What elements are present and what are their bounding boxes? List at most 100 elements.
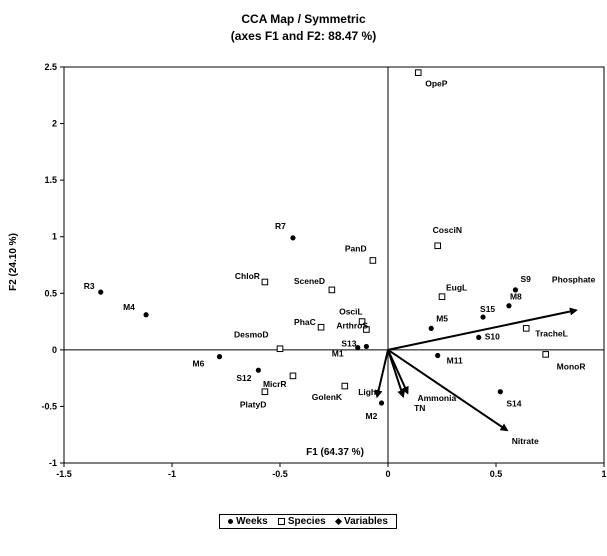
point-label-s13: S13 <box>341 338 356 348</box>
x-tick-label: -1 <box>168 469 176 479</box>
point-label-tn: TN <box>414 403 425 413</box>
point-label-opep: OpeP <box>425 79 448 89</box>
x-tick-label: -0.5 <box>272 469 288 479</box>
point-label-m4: M4 <box>123 302 135 312</box>
species-point-eugl <box>438 293 446 300</box>
point-label-nitrate: Nitrate <box>512 436 539 446</box>
species-point-platyd <box>261 388 269 396</box>
point-label-r3: R3 <box>84 281 95 291</box>
species-point-scened <box>328 286 336 294</box>
point-label-eugl: EugL <box>446 283 467 293</box>
legend-label-weeks: Weeks <box>236 516 268 527</box>
week-point-r7 <box>290 235 296 241</box>
variable-arrow-tn <box>387 349 406 399</box>
point-label-s12: S12 <box>236 373 251 383</box>
circle-marker-icon <box>228 519 234 524</box>
square-marker-icon <box>277 518 285 525</box>
y-tick-label: 1 <box>52 232 57 242</box>
point-label-golenk: GolenK <box>312 392 343 402</box>
species-point-oscil <box>358 318 366 325</box>
species-point-arthros <box>363 326 370 333</box>
week-point-s15 <box>480 314 486 320</box>
point-label-s10: S10 <box>485 331 500 341</box>
point-label-trachel: TracheL <box>535 328 568 338</box>
point-label-desmod: DesmoD <box>234 330 268 340</box>
legend-item-species: Species <box>277 516 326 527</box>
legend-item-variables: Variables <box>334 516 388 527</box>
legend: Weeks Species Variables <box>219 514 397 529</box>
point-label-micrr: MicrR <box>263 379 287 389</box>
week-point-m4 <box>143 312 149 318</box>
chart-title: CCA Map / Symmetric <box>241 12 366 26</box>
legend-label-species: Species <box>287 516 326 527</box>
y-tick-label: 0 <box>52 345 57 355</box>
y-tick-label: 1.5 <box>44 175 57 185</box>
point-label-coscin: CosciN <box>433 225 462 235</box>
x-tick-label: 0.5 <box>490 469 503 479</box>
variable-arrow-light <box>374 349 389 399</box>
chart-subtitle: (axes F1 and F2: 88.47 %) <box>230 29 377 43</box>
point-label-s14: S14 <box>506 399 521 409</box>
legend-label-variables: Variables <box>343 516 388 527</box>
point-label-pand: PanD <box>345 243 367 253</box>
y-tick-label: 2 <box>52 119 57 129</box>
species-point-desmod <box>276 345 284 353</box>
week-point-s12 <box>255 367 261 373</box>
diamond-marker-icon <box>334 517 342 526</box>
week-point-m6 <box>216 354 223 360</box>
y-tick-label: -0.5 <box>41 401 57 411</box>
week-point-m5 <box>428 325 434 331</box>
point-label-monor: MonoR <box>557 361 586 371</box>
y-tick-label: 2.5 <box>44 62 57 72</box>
week-point-m2 <box>378 400 385 406</box>
point-label-phosphate: Phosphate <box>552 274 596 284</box>
week-point-s13 <box>363 343 369 350</box>
point-label-m11: M11 <box>447 356 463 366</box>
week-point-r3 <box>98 289 104 295</box>
variable-arrow-phosphate <box>387 307 578 351</box>
species-point-micrr <box>289 372 297 380</box>
point-label-ammonia: Ammonia <box>417 393 456 403</box>
week-point-m11 <box>435 352 441 359</box>
species-point-opep <box>414 69 422 76</box>
species-point-pand <box>369 257 377 264</box>
week-point-s14 <box>497 389 503 395</box>
plot-area: -1.5 -1 -0.5 0 0.5 1-1-0.500.511.522.5 R3M4R7… <box>8 62 607 479</box>
point-label-r7: R7 <box>275 221 286 231</box>
point-label-light: Light <box>358 387 379 397</box>
species-point-monor <box>542 351 549 358</box>
y-tick-label: 0.5 <box>44 288 57 298</box>
week-point-s10 <box>476 334 482 341</box>
point-label-m5: M5 <box>436 313 448 323</box>
point-label-phac: PhaC <box>294 317 316 327</box>
week-point-s9 <box>512 287 519 293</box>
x-tick-label: -1.5 <box>56 469 72 479</box>
point-label-s9: S9 <box>520 274 531 284</box>
point-label-m6: M6 <box>193 359 205 369</box>
point-label-m1: M1 <box>332 349 344 359</box>
x-axis-title: F1 (64.37 %) <box>306 447 364 458</box>
variable-arrow-nitrate <box>387 349 509 432</box>
point-label-oscil: OsciL <box>339 307 363 317</box>
y-tick-label: -1 <box>49 458 57 468</box>
y-axis-title: F2 (24.10 %) <box>8 233 19 291</box>
point-label-m2: M2 <box>366 411 378 421</box>
plot-frame <box>63 66 605 464</box>
species-point-chlor <box>261 278 269 286</box>
week-point-m1 <box>355 344 361 351</box>
point-label-m8: M8 <box>510 292 522 302</box>
point-label-s15: S15 <box>480 304 495 314</box>
x-tick-label: 1 <box>601 469 606 479</box>
point-label-arthros: ArthroS <box>336 320 368 330</box>
species-point-trachel <box>522 325 530 332</box>
point-label-platyd: PlatyD <box>240 400 266 410</box>
species-point-golenk <box>341 382 349 390</box>
x-tick-label: 0 <box>385 469 390 479</box>
species-point-phac <box>317 323 325 331</box>
point-label-scened: SceneD <box>294 276 325 286</box>
week-point-m8 <box>506 303 512 309</box>
point-label-chlor: ChloR <box>235 271 260 281</box>
legend-item-weeks: Weeks <box>228 516 268 527</box>
species-point-coscin <box>434 242 441 250</box>
